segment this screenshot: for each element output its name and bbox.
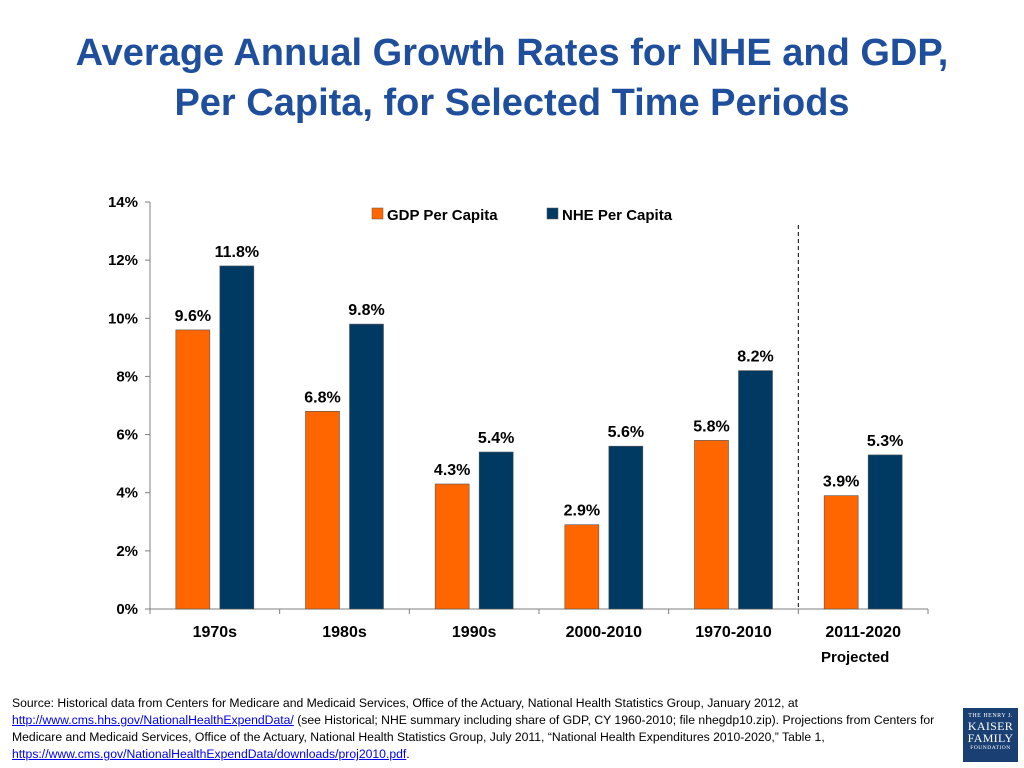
bar <box>478 451 514 610</box>
x-tick-label: 2000-2010 <box>566 624 643 641</box>
data-label: 9.6% <box>175 308 211 325</box>
bar <box>219 265 255 610</box>
source-link-historical[interactable]: http://www.cms.hhs.gov/NationalHealthExp… <box>12 713 294 727</box>
bar <box>694 440 729 610</box>
source-middle: (see Historical; NHE summary including s… <box>12 713 935 744</box>
title-line-2: Per Capita, for Selected Time Periods <box>174 82 850 124</box>
data-label: 9.8% <box>348 302 384 319</box>
source-prefix: Source: Historical data from Centers for… <box>12 696 799 710</box>
data-label: 5.6% <box>608 424 644 441</box>
page-title: Average Annual Growth Rates for NHE and … <box>0 28 1024 128</box>
data-label: 4.3% <box>434 462 470 479</box>
bar <box>305 411 340 610</box>
legend-label: NHE Per Capita <box>562 207 673 224</box>
data-label: 5.8% <box>693 418 729 435</box>
legend-swatch <box>371 207 384 220</box>
bar <box>608 445 644 610</box>
x-tick-label: 1980s <box>322 624 367 641</box>
x-tick-label: 2011-2020 <box>825 624 901 641</box>
source-suffix: . <box>406 747 410 761</box>
y-tick-label: 12% <box>108 252 138 269</box>
bar <box>738 370 773 610</box>
data-label: 5.4% <box>478 430 514 447</box>
y-tick-label: 8% <box>116 368 138 385</box>
bar <box>434 483 470 610</box>
bar <box>564 524 600 610</box>
legend-label: GDP Per Capita <box>387 207 498 224</box>
logo-line-1: THE HENRY J. <box>968 713 1013 719</box>
bar <box>349 323 384 610</box>
source-note: Source: Historical data from Centers for… <box>12 695 947 763</box>
x-tick-label: 1970-2010 <box>695 624 772 641</box>
y-tick-label: 0% <box>116 601 138 618</box>
data-label: 3.9% <box>823 474 859 491</box>
legend-swatch <box>546 207 559 220</box>
y-tick-label: 2% <box>116 543 138 560</box>
bar <box>175 329 211 610</box>
y-tick-label: 6% <box>116 427 138 444</box>
bar <box>823 495 859 610</box>
logo-line-2: KAISER <box>967 719 1014 733</box>
data-label: 11.8% <box>215 244 259 261</box>
bar <box>867 454 903 610</box>
data-label: 8.2% <box>737 349 773 366</box>
data-label: 6.8% <box>304 389 340 406</box>
data-label: 2.9% <box>564 503 600 520</box>
y-tick-label: 10% <box>108 310 138 327</box>
data-label: 5.3% <box>867 433 903 450</box>
bar-chart: 0% 2% 4% 6% 8% 10% 12% 14% 9.6% 11.8% 1970s 6.8% 9.8… <box>108 194 929 666</box>
kaiser-family-foundation-logo: THE HENRY J. KAISER FAMILY FOUNDATION <box>963 708 1018 762</box>
logo-line-4: FOUNDATION <box>970 745 1011 751</box>
title-line-1: Average Annual Growth Rates for NHE and … <box>75 32 949 74</box>
logo-line-3: FAMILY <box>967 731 1014 745</box>
y-tick-label: 14% <box>108 194 138 211</box>
projected-annotation: Projected <box>821 649 889 666</box>
x-tick-label: 1970s <box>193 624 238 641</box>
x-tick-label: 1990s <box>452 624 497 641</box>
y-tick-label: 4% <box>116 485 138 502</box>
source-link-projections[interactable]: https://www.cms.gov/NationalHealthExpend… <box>12 747 407 761</box>
